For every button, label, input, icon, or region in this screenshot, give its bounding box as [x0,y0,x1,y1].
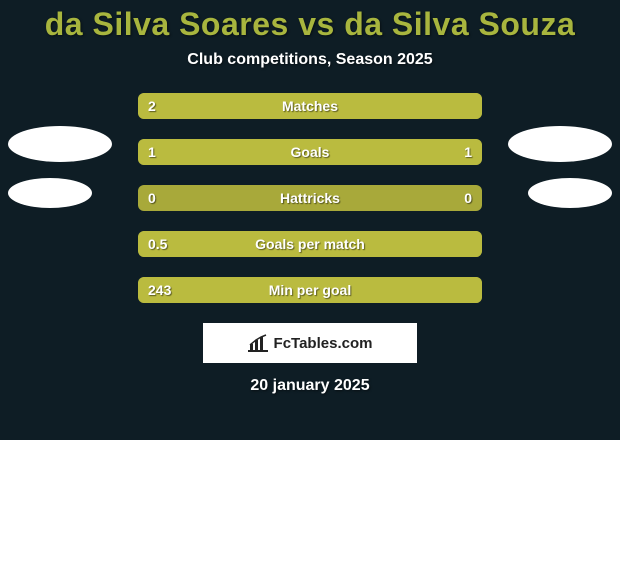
stat-label: Hattricks [138,185,482,211]
comparison-infographic: da Silva Soares vs da Silva Souza Club c… [0,0,620,580]
stat-label: Goals per match [138,231,482,257]
chart-icon [248,334,268,352]
stat-row: 2Matches [138,93,482,119]
watermark: FcTables.com [203,323,417,363]
stat-label: Goals [138,139,482,165]
stat-label: Matches [138,93,482,119]
player-avatar-left [8,178,92,208]
player-avatar-right [528,178,612,208]
stat-row: 0.5Goals per match [138,231,482,257]
player-avatar-right [508,126,612,162]
subtitle: Club competitions, Season 2025 [0,51,620,69]
player-avatar-left [8,126,112,162]
stat-row: 00Hattricks [138,185,482,211]
footer-date: 20 january 2025 [0,377,620,395]
watermark-text: FcTables.com [274,335,373,352]
stat-label: Min per goal [138,277,482,303]
content-panel: da Silva Soares vs da Silva Souza Club c… [0,0,620,440]
stat-rows: 2Matches 11Goals 00Hattricks 0.5Goals per m… [138,93,482,303]
stat-row: 243Min per goal [138,277,482,303]
bottom-blank [0,440,620,580]
stat-row: 11Goals [138,139,482,165]
page-title: da Silva Soares vs da Silva Souza [0,6,620,43]
